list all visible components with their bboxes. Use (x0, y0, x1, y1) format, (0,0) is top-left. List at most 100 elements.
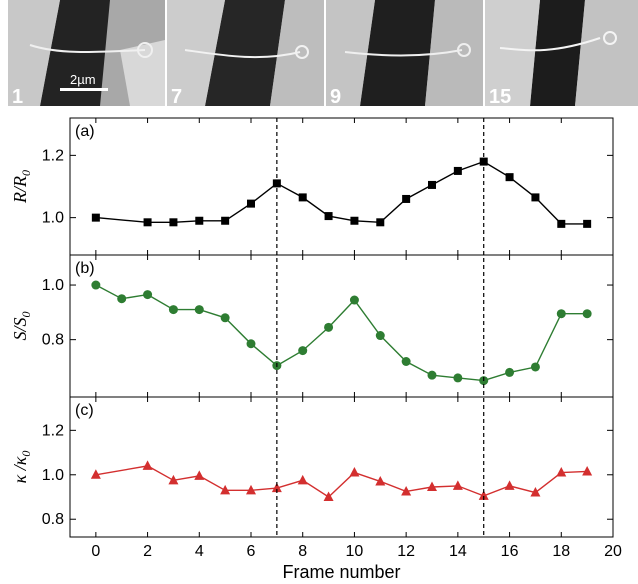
y-tick-label: 1.0 (42, 467, 64, 484)
data-point (195, 216, 204, 225)
y-tick-label: 1.0 (42, 210, 64, 227)
panel-label: (a) (75, 123, 95, 140)
y-tick-label: 0.8 (42, 511, 64, 528)
data-point (530, 362, 540, 372)
data-point (246, 339, 256, 349)
data-point (142, 460, 153, 470)
data-point (143, 290, 153, 300)
y-axis-label-main: S/S (10, 317, 30, 340)
data-point (220, 484, 231, 495)
y-axis-label-sub: 0 (19, 170, 33, 176)
data-point (168, 474, 179, 485)
y-tick-label: 1.0 (42, 277, 64, 294)
chart-area: 1.01.2(a)R/R00.81.0(b)S/S00.81.01.2(c)κ … (10, 117, 622, 582)
data-point (505, 367, 515, 377)
panel-2: 0.8 1.0 1.2 (c) κ /κ0 (10, 396, 614, 538)
data-point (298, 346, 308, 356)
x-tick-label: 14 (449, 543, 467, 560)
data-point (221, 216, 230, 225)
y-tick-label: 1.2 (42, 147, 64, 164)
data-point (427, 481, 437, 491)
data-point (220, 313, 230, 323)
data-point (530, 487, 541, 497)
panel-0: 1.0 1.2 (a) R/R0 (10, 117, 614, 256)
data-point (143, 218, 152, 227)
micrograph-frame-15: 15 (485, 0, 638, 108)
data-point (583, 219, 592, 228)
data-point (582, 465, 593, 476)
micrograph-strip: 2µm 1 7 9 15 (8, 0, 638, 108)
y-axis-label: κ /κ0 (10, 451, 33, 484)
data-point (375, 475, 386, 486)
series-line (95, 160, 588, 225)
x-tick-label: 10 (346, 543, 364, 560)
panel-label: (c) (75, 402, 94, 419)
data-point (194, 305, 204, 315)
panel-frame (69, 117, 614, 256)
data-point (401, 485, 412, 496)
data-point (505, 173, 514, 182)
data-point (247, 199, 255, 208)
x-tick-label: 4 (195, 543, 204, 560)
x-tick-label: 2 (143, 543, 152, 560)
panel-label: (b) (75, 260, 95, 277)
panel-frame (69, 396, 614, 538)
x-tick-label: 0 (91, 543, 100, 560)
micrograph-label-15: 15 (489, 86, 511, 108)
micrograph-frame-7: 7 (167, 0, 324, 108)
panel-frame (69, 254, 614, 398)
data-point (349, 467, 360, 477)
data-point (271, 482, 282, 493)
x-tick-label: 18 (552, 543, 570, 560)
series-line (95, 284, 588, 382)
data-point (556, 467, 567, 477)
data-point (452, 480, 463, 490)
data-point (194, 470, 205, 480)
data-point (324, 212, 333, 221)
data-point (428, 180, 436, 189)
data-point (298, 193, 307, 202)
y-axis-label-sub: 0 (19, 451, 33, 457)
data-point (91, 213, 100, 222)
y-axis-label: R/R0 (10, 170, 33, 204)
y-axis-label-main: κ /κ (10, 456, 30, 483)
data-point (504, 480, 515, 490)
data-point (478, 490, 489, 500)
data-point (350, 216, 359, 225)
y-axis-label-sub: 0 (19, 311, 33, 317)
data-point (453, 166, 462, 175)
micrograph-label-9: 9 (330, 86, 341, 108)
data-point (349, 295, 359, 305)
y-axis-label: S/S0 (10, 311, 33, 340)
x-tick-label: 20 (604, 543, 622, 560)
data-point (91, 280, 101, 290)
micrograph-label-1: 1 (12, 86, 23, 108)
data-point (453, 373, 463, 383)
data-point (531, 193, 540, 202)
data-point (297, 474, 308, 485)
x-tick-label: 8 (298, 543, 307, 560)
data-point (557, 219, 566, 228)
panel-1: 0.8 1.0 (b) S/S0 (10, 254, 614, 398)
scalebar-label: 2µm (70, 72, 96, 87)
x-tick-label: 16 (501, 543, 519, 560)
data-point (323, 491, 334, 501)
y-tick-label: 1.2 (42, 422, 64, 439)
y-tick-label: 0.8 (42, 332, 64, 349)
data-point (169, 218, 178, 227)
data-point (556, 309, 566, 319)
micrograph-frame-1: 2µm 1 (8, 0, 165, 108)
data-point (168, 305, 178, 315)
micrograph-label-7: 7 (171, 86, 182, 108)
y-axis-label-main: R/R (10, 176, 30, 204)
data-point (324, 322, 334, 332)
micrograph-frame-9: 9 (326, 0, 483, 108)
data-point (90, 469, 101, 479)
data-point (117, 294, 127, 304)
data-point (375, 331, 385, 341)
x-tick-label: 12 (397, 543, 415, 560)
x-tick-label: 6 (247, 543, 256, 560)
series-line (95, 465, 588, 498)
data-point (427, 370, 437, 380)
